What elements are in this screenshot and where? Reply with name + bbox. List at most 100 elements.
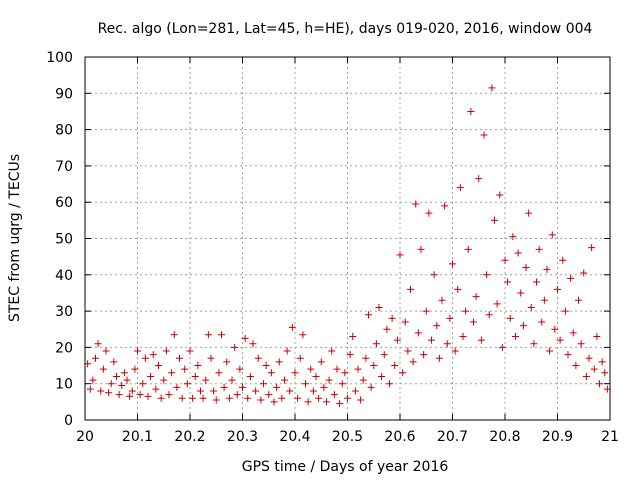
data-point: [488, 84, 496, 92]
data-point: [354, 365, 362, 373]
data-point: [252, 387, 260, 395]
data-point: [351, 387, 359, 395]
data-point: [239, 383, 246, 391]
data-point: [320, 383, 328, 391]
data-point: [504, 278, 512, 286]
data-point: [475, 175, 483, 183]
data-point: [246, 372, 254, 380]
data-point: [270, 398, 278, 406]
data-point: [491, 216, 498, 224]
data-point: [407, 285, 414, 293]
data-point: [480, 131, 488, 139]
data-point: [249, 340, 257, 348]
data-point: [551, 325, 559, 333]
data-point: [370, 362, 378, 370]
data-point: [467, 107, 475, 115]
data-point: [538, 318, 546, 326]
data-point: [590, 365, 598, 373]
data-point: [391, 362, 399, 370]
data-point: [404, 347, 412, 355]
data-point: [575, 296, 582, 304]
data-point: [378, 372, 386, 380]
data-point: [535, 245, 543, 253]
data-point: [134, 347, 141, 355]
data-point: [302, 380, 309, 388]
y-tick-label: 20: [55, 340, 73, 356]
data-point: [349, 333, 357, 341]
data-point: [530, 340, 538, 348]
data-point: [299, 331, 307, 339]
data-point: [170, 331, 178, 339]
data-point: [215, 369, 223, 377]
data-point: [506, 314, 514, 322]
data-point: [204, 331, 212, 339]
data-point: [176, 354, 183, 362]
data-point: [113, 372, 120, 380]
data-point: [296, 354, 304, 362]
data-point: [527, 303, 535, 311]
y-tick-label: 90: [55, 86, 73, 102]
data-point: [118, 382, 126, 390]
data-point: [123, 376, 131, 384]
data-point: [422, 307, 430, 315]
data-point: [451, 347, 459, 355]
data-point: [559, 256, 567, 264]
y-tick-label: 70: [55, 159, 73, 175]
data-point: [323, 398, 330, 406]
data-point: [126, 392, 134, 400]
data-point: [309, 387, 317, 395]
data-point: [265, 391, 273, 399]
data-point: [212, 396, 220, 404]
x-tick-label: 20.6: [384, 429, 415, 445]
data-point: [464, 245, 472, 253]
data-point: [131, 365, 139, 373]
data-point: [294, 394, 302, 402]
x-tick-label: 20: [76, 429, 94, 445]
data-point: [181, 365, 189, 373]
data-point: [554, 285, 561, 293]
data-point: [409, 358, 417, 366]
x-tick-label: 20.1: [122, 429, 153, 445]
data-point: [412, 200, 420, 208]
grid-lines: [85, 57, 610, 420]
data-point: [393, 336, 401, 344]
data-point: [191, 372, 199, 380]
x-tick-label: 20.8: [489, 429, 520, 445]
data-point: [372, 340, 380, 348]
y-tick-label: 0: [64, 413, 73, 429]
data-point: [417, 245, 425, 253]
data-point: [430, 271, 438, 279]
data-point: [582, 372, 590, 380]
data-point: [456, 184, 464, 192]
data-point: [498, 343, 506, 351]
data-point: [304, 398, 312, 406]
x-tick-label: 20.4: [279, 429, 310, 445]
data-point: [543, 265, 551, 273]
data-point: [105, 389, 113, 397]
data-point: [567, 274, 575, 282]
data-point: [443, 340, 451, 348]
data-point: [540, 296, 548, 304]
data-point: [454, 285, 462, 293]
data-point: [97, 387, 105, 395]
x-tick-label: 21: [601, 429, 619, 445]
data-point: [344, 394, 351, 402]
data-point: [556, 336, 564, 344]
data-point: [231, 343, 239, 351]
data-point: [286, 387, 294, 395]
data-point: [107, 380, 115, 388]
data-point: [128, 387, 136, 395]
data-point: [459, 333, 467, 341]
data-point: [438, 296, 446, 304]
data-point: [202, 376, 210, 384]
data-point: [564, 351, 572, 359]
data-point: [472, 293, 480, 301]
data-point: [220, 383, 228, 391]
data-point: [603, 385, 611, 393]
axis-ticks: 20 20.1 20.2 20.3 20.4 20.5 20.6 20.7 20.8 20.9 21…: [46, 50, 619, 445]
data-point: [509, 233, 517, 241]
data-point: [99, 365, 107, 373]
data-point: [173, 383, 181, 391]
data-point: [546, 347, 554, 355]
y-tick-label: 10: [55, 377, 73, 393]
